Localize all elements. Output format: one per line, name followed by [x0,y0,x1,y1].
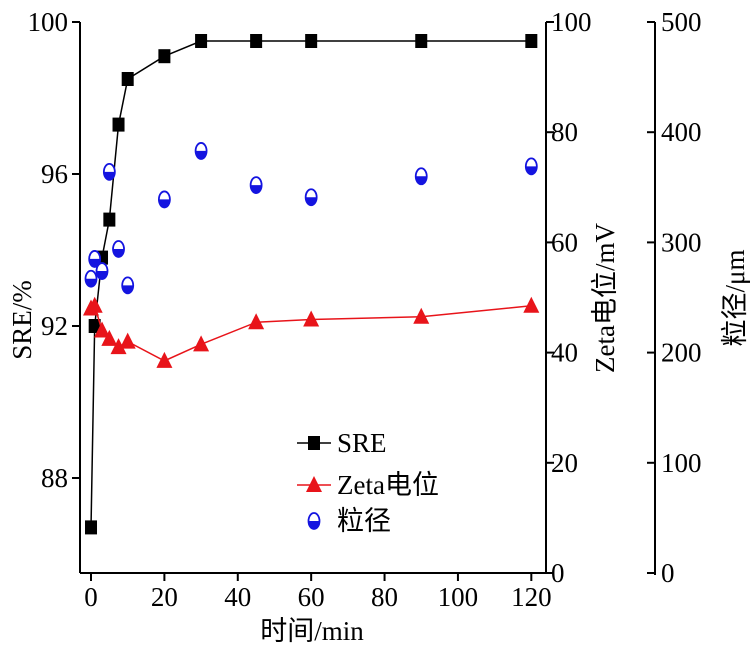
series-line [90,40,532,528]
data-point [85,520,98,535]
series-triangle [83,296,540,368]
right1-tick-label: 100 [551,7,592,37]
data-point [305,34,318,48]
right2-tick-label: 500 [661,7,702,37]
legend-marker [307,512,321,530]
data-point [248,313,265,330]
x-tick-label: 80 [371,582,398,612]
data-point [414,167,428,186]
data-point [84,269,98,288]
x-tick-label: 120 [511,582,552,612]
right1-tick-label: 80 [551,117,578,147]
legend-marker [306,476,322,492]
marker-fill [308,521,320,529]
x-tick-label: 0 [84,582,98,612]
x-tick-label: 60 [298,582,325,612]
data-point [95,262,109,280]
data-point [103,212,116,227]
left-tick-label: 88 [41,463,68,493]
data-point [303,310,320,327]
marker-fill [158,199,170,208]
marker-fill [305,197,317,206]
data-point [195,34,208,48]
marker-fill [113,249,125,258]
data-point [523,296,540,313]
data-point [86,296,103,313]
data-point [193,335,210,352]
legend-label: Zeta电位 [337,470,439,500]
data-point [121,72,134,86]
right2-axis-label: 粒径/μm [720,250,750,347]
right2-tick-label: 400 [661,117,702,147]
data-point [94,321,111,338]
marker-fill [415,176,427,185]
right1-tick-label: 0 [551,558,565,588]
right2-tick-label: 100 [661,448,702,478]
right1-tick-label: 40 [551,338,578,368]
data-point [112,117,125,132]
ticks: 0 20 40 60 80 100 120 88 92 96 100 0 20 40 60 80 100 0 100… [28,7,702,612]
marker-fill [250,185,262,194]
marker-fill [122,285,134,294]
data-point [119,332,136,349]
data-point [102,162,116,181]
x-tick-label: 100 [438,582,479,612]
x-tick-label: 20 [151,582,178,612]
marker-fill [525,166,537,175]
right2-tick-label: 200 [661,338,702,368]
data-point [157,190,171,209]
marker-fill [195,150,207,159]
x-tick-label: 40 [224,582,251,612]
legend-marker [308,436,320,450]
right1-axis-label: Zeta电位/mV [590,223,620,373]
data-point [112,240,125,258]
marker-fill [85,278,97,287]
legend-label: SRE [337,428,387,458]
data-point [524,157,538,176]
right2-tick-label: 300 [661,227,702,257]
data-point [88,319,101,333]
data-point [304,188,318,207]
left-axis-label: SRE/% [7,280,37,360]
data-point [413,307,430,324]
right1-tick-label: 60 [551,227,578,257]
plot-frame [79,22,656,575]
left-tick-label: 96 [41,159,68,189]
right1-tick-label: 20 [551,448,578,478]
series-square [85,34,538,535]
data-point [194,142,208,160]
left-tick-label: 100 [28,7,69,37]
marker-fill [96,271,108,280]
right2-tick-label: 0 [661,558,675,588]
marker-fill [103,171,115,180]
left-tick-label: 92 [41,311,68,341]
series [83,34,540,535]
data-point [121,276,135,295]
data-point [250,34,263,48]
legend-label: 粒径 [337,506,391,536]
series-half-circle [84,142,538,295]
data-point [249,176,263,194]
data-point [525,34,538,48]
data-point [158,49,171,64]
data-point [110,338,127,355]
x-axis-label: 时间/min [260,616,364,646]
data-point [156,351,173,368]
data-point [101,329,118,346]
data-point [415,34,428,48]
